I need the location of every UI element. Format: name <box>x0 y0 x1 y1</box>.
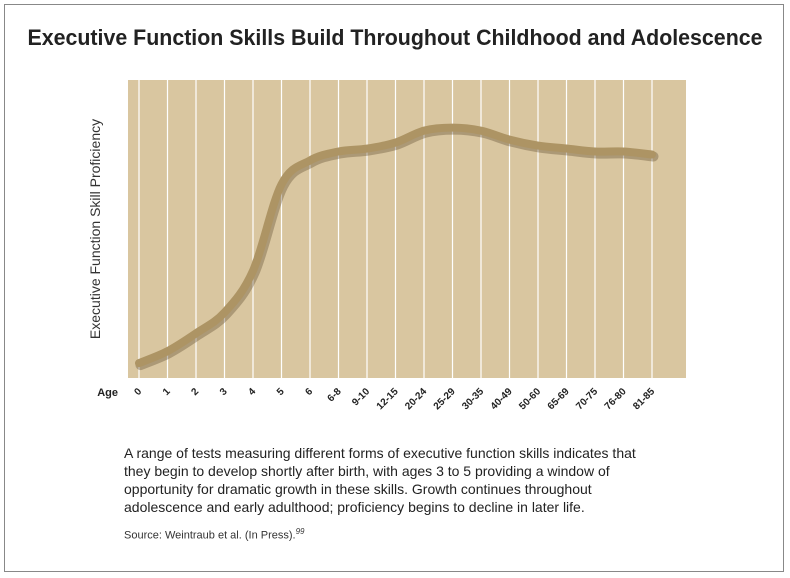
x-tick-label: 12-15 <box>375 386 401 412</box>
footnote: 99 <box>295 527 305 536</box>
source: Source: Weintraub et al. (In Press).99 <box>124 527 305 542</box>
x-tick-label: 20-24 <box>403 386 429 412</box>
x-tick-label: 70-75 <box>574 386 600 412</box>
x-tick-label: 25-29 <box>432 386 458 412</box>
plot-area <box>128 80 686 378</box>
x-tick-label: 30-35 <box>460 386 486 412</box>
x-tick-label: 40-49 <box>489 386 515 412</box>
x-tick-label: 9-10 <box>350 386 372 408</box>
y-axis-label: Executive Function Skill Proficiency <box>87 119 103 339</box>
x-tick-label: 0 <box>132 386 144 398</box>
x-tick-label: 76-80 <box>603 386 629 412</box>
frame <box>4 4 784 572</box>
x-tick-label: 4 <box>246 386 258 398</box>
x-tick-label: 6 <box>303 386 315 398</box>
x-tick-label: 65-69 <box>546 386 572 412</box>
x-tick-label: 1 <box>161 386 173 398</box>
chart-title: Executive Function Skills Build Througho… <box>28 25 763 50</box>
caption: A range of tests measuring different for… <box>124 445 636 515</box>
chart: Executive Function Skills Build Througho… <box>28 25 763 412</box>
x-tick-label: 50-60 <box>517 386 543 412</box>
x-tick-label: 6-8 <box>326 386 344 404</box>
x-tick-label: 3 <box>218 386 230 398</box>
source-text: Source: Weintraub et al. (In Press). <box>124 529 296 542</box>
x-tick-label: 2 <box>189 386 201 398</box>
x-tick-label: 81-85 <box>631 386 657 412</box>
x-tick-label: 5 <box>275 386 287 398</box>
line <box>135 123 656 368</box>
x-axis-label: Age <box>97 387 118 399</box>
